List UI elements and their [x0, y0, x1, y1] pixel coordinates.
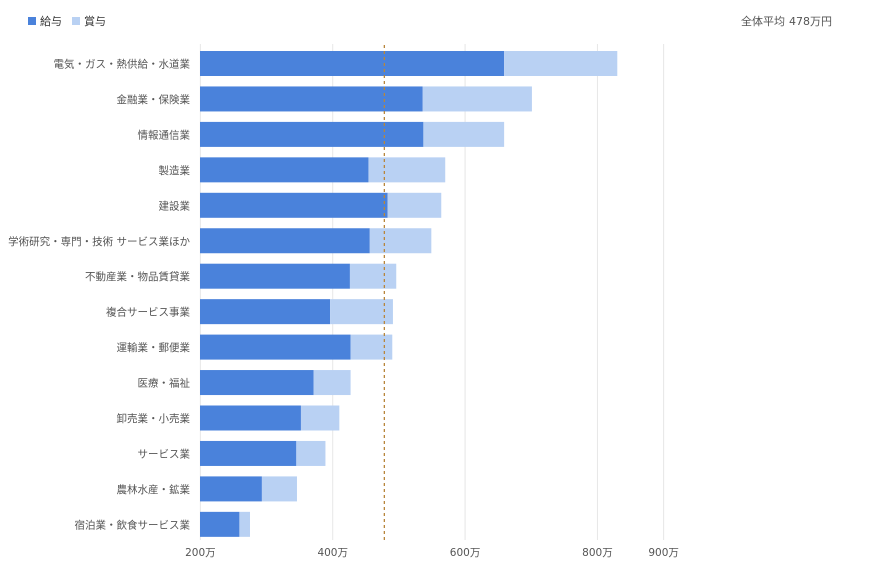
bar-bonus-1 [422, 86, 532, 112]
bar-bonus-12 [261, 476, 297, 502]
x-tick-label-800: 800万 [582, 547, 613, 559]
chart-legend: 給与 賞与 [28, 13, 116, 29]
category-label-7: 複合サービス事業 [106, 306, 190, 319]
category-label-9: 医療・福祉 [138, 377, 191, 390]
x-tick-label-900: 900万 [648, 547, 679, 559]
bar-bonus-13 [239, 511, 250, 537]
bar-salary-4 [200, 192, 388, 218]
category-label-layer: 電気・ガス・熱供給・水道業金融業・保険業情報通信業製造業建設業学術研究・専門・技… [8, 58, 190, 532]
category-label-6: 不動産業・物品賃貸業 [85, 270, 190, 283]
category-label-12: 農林水産・鉱業 [117, 483, 191, 496]
average-value-text: 478万円 [789, 15, 832, 28]
bar-bonus-4 [387, 192, 442, 218]
bar-salary-0 [200, 51, 505, 76]
legend-bonus-label: 賞与 [84, 15, 106, 28]
bar-bonus-11 [296, 440, 326, 466]
average-label-text: 全体平均 [741, 15, 785, 28]
x-tick-label-600: 600万 [450, 547, 481, 559]
bar-salary-8 [200, 334, 351, 360]
average-label: 全体平均 478万円 [737, 13, 832, 29]
bar-bonus-9 [313, 370, 351, 396]
bar-salary-10 [200, 405, 301, 431]
x-tick-label-400: 400万 [317, 547, 348, 559]
legend-item-salary: 給与 [28, 13, 62, 29]
bar-salary-9 [200, 370, 314, 396]
bonus-swatch [72, 17, 80, 25]
category-label-1: 金融業・保険業 [117, 93, 191, 106]
bar-bonus-2 [423, 121, 505, 147]
category-label-0: 電気・ガス・熱供給・水道業 [54, 58, 191, 71]
bar-bonus-5 [369, 228, 432, 254]
bar-bonus-8 [350, 334, 393, 360]
x-tick-label-200: 200万 [185, 547, 216, 559]
category-label-4: 建設業 [159, 199, 191, 212]
category-label-8: 運輸業・郵便業 [117, 341, 191, 354]
bar-salary-3 [200, 157, 369, 183]
bar-salary-13 [200, 511, 240, 537]
bar-salary-7 [200, 299, 331, 325]
bar-bonus-0 [504, 51, 618, 76]
legend-item-bonus: 賞与 [72, 13, 106, 29]
bar-bonus-3 [368, 157, 446, 183]
category-label-5: 学術研究・専門・技術 サービス業ほか [8, 235, 190, 248]
category-label-13: 宿泊業・飲食サービス業 [75, 518, 191, 531]
bar-bonus-6 [349, 263, 397, 289]
bar-salary-11 [200, 440, 297, 466]
bar-salary-6 [200, 263, 350, 289]
bar-bonus-10 [300, 405, 340, 431]
bar-salary-12 [200, 476, 262, 502]
bar-bonus-7 [330, 299, 393, 325]
category-label-3: 製造業 [159, 164, 191, 177]
x-tick-layer: 200万 400万 600万 800万 900万 [185, 547, 679, 559]
bar-salary-5 [200, 228, 370, 254]
legend-salary-label: 給与 [40, 15, 62, 28]
salary-swatch [28, 17, 36, 25]
bar-salary-1 [200, 86, 423, 112]
category-label-11: サービス業 [138, 447, 191, 460]
category-label-10: 卸売業・小売業 [117, 412, 191, 425]
category-label-2: 情報通信業 [138, 128, 191, 141]
bar-salary-2 [200, 121, 424, 147]
bar-layer [200, 51, 618, 537]
